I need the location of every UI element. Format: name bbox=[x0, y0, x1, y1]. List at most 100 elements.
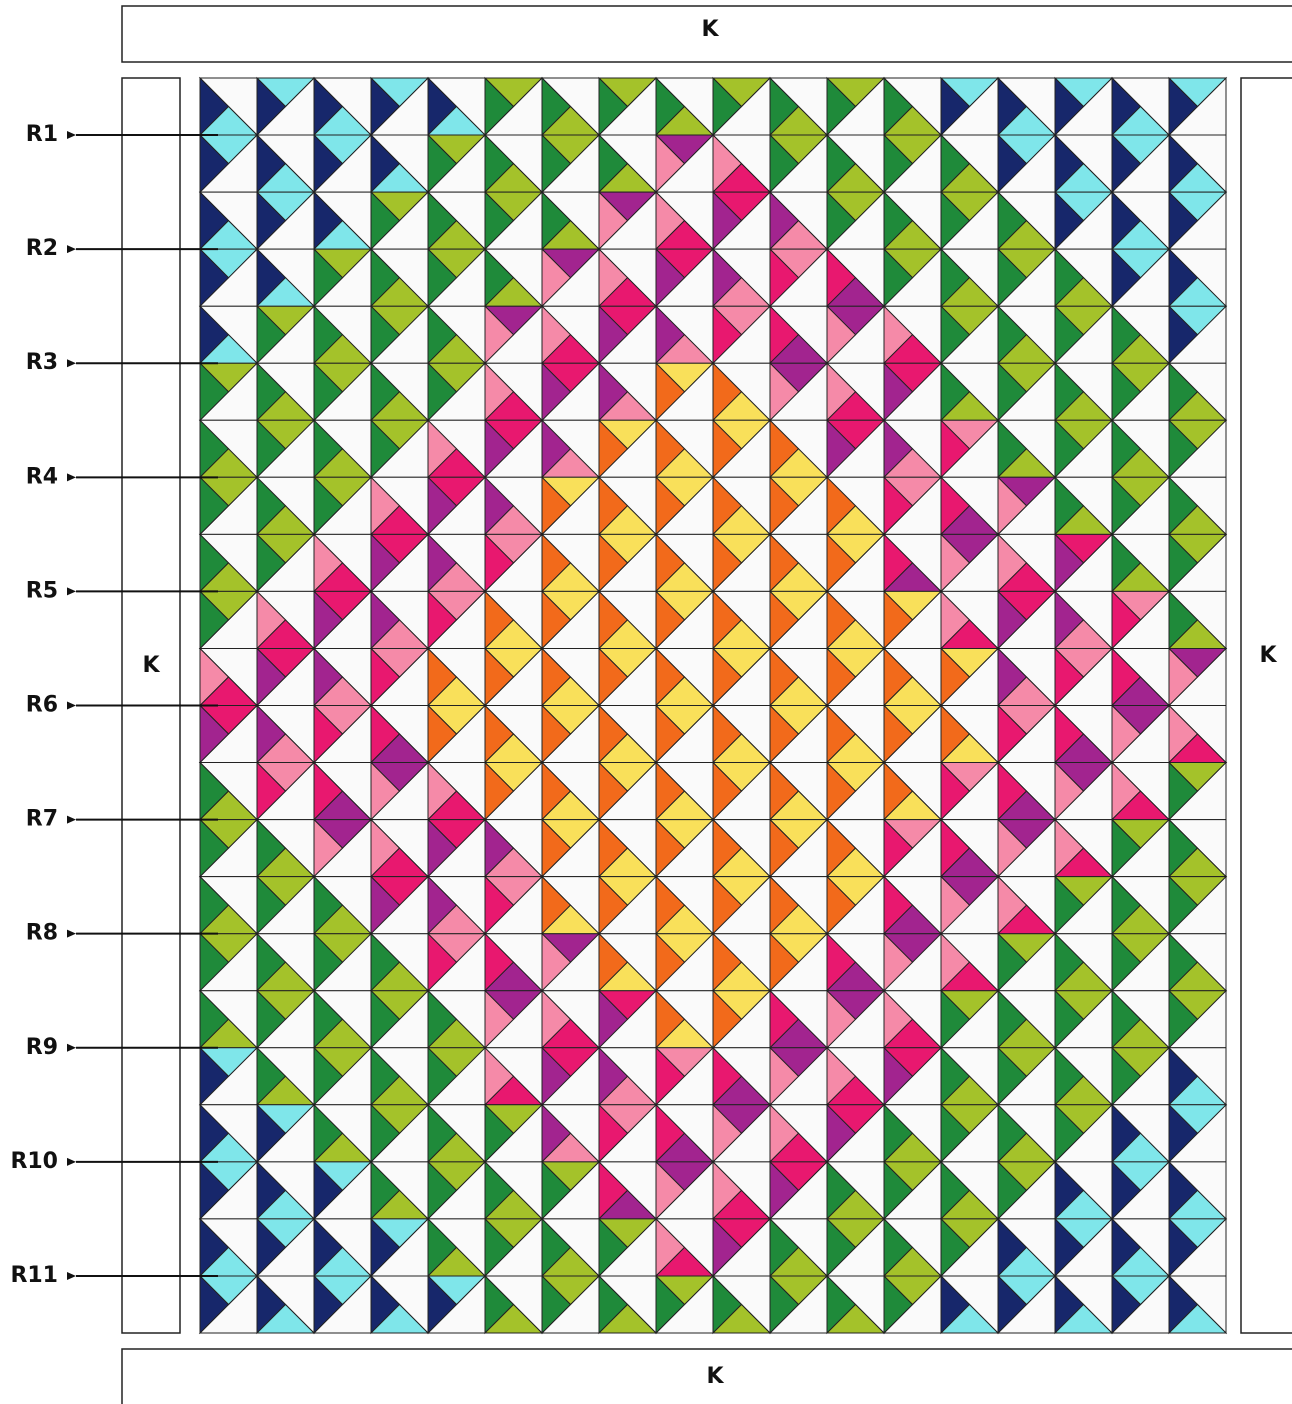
color-triangle bbox=[826, 1217, 857, 1278]
color-triangle bbox=[712, 190, 743, 251]
row-label: R4 bbox=[26, 464, 58, 489]
color-triangle bbox=[598, 419, 629, 479]
color-triangle bbox=[199, 247, 230, 308]
color-triangle bbox=[655, 476, 686, 536]
color-triangle bbox=[826, 304, 857, 365]
color-triangle bbox=[997, 133, 1028, 194]
row-label: R8 bbox=[26, 921, 58, 946]
color-triangle bbox=[541, 476, 572, 536]
color-triangle bbox=[1054, 304, 1085, 365]
color-triangle bbox=[1111, 1046, 1142, 1107]
right-border bbox=[1240, 77, 1292, 1334]
color-triangle bbox=[769, 247, 800, 308]
row-label: R5 bbox=[26, 578, 58, 603]
color-triangle bbox=[769, 361, 800, 422]
color-triangle bbox=[712, 76, 743, 137]
color-triangle bbox=[484, 533, 515, 593]
color-triangle bbox=[313, 818, 344, 878]
color-triangle bbox=[712, 304, 743, 365]
color-triangle bbox=[1054, 875, 1085, 935]
color-triangle bbox=[598, 989, 629, 1050]
color-triangle bbox=[997, 247, 1028, 308]
color-triangle bbox=[1054, 533, 1085, 593]
color-triangle bbox=[256, 304, 287, 365]
color-triangle bbox=[1054, 76, 1085, 137]
color-triangle bbox=[313, 1046, 344, 1107]
bottom-border bbox=[121, 1348, 1292, 1404]
color-triangle bbox=[597, 1303, 658, 1334]
color-triangle bbox=[598, 1217, 629, 1278]
bottom-border-label: K bbox=[706, 1364, 724, 1389]
color-triangle bbox=[712, 1217, 743, 1278]
color-triangle bbox=[199, 1046, 230, 1107]
color-triangle bbox=[883, 1274, 914, 1335]
color-triangle bbox=[940, 647, 971, 707]
color-triangle bbox=[1168, 989, 1199, 1050]
color-triangle bbox=[1054, 190, 1085, 251]
color-triangle bbox=[883, 361, 914, 422]
color-triangle bbox=[541, 133, 572, 194]
row-label: R10 bbox=[10, 1149, 58, 1174]
color-triangle bbox=[199, 133, 230, 194]
color-triangle bbox=[769, 704, 800, 764]
color-triangle bbox=[826, 989, 857, 1050]
color-triangle bbox=[1168, 304, 1199, 365]
color-triangle bbox=[1111, 361, 1142, 422]
color-triangle bbox=[655, 932, 686, 992]
color-triangle bbox=[199, 704, 230, 764]
color-triangle bbox=[997, 590, 1028, 650]
color-triangle bbox=[940, 304, 971, 365]
color-triangle bbox=[826, 647, 857, 707]
color-triangle bbox=[256, 647, 287, 707]
color-triangle bbox=[199, 1160, 230, 1221]
color-triangle bbox=[769, 932, 800, 992]
color-triangle bbox=[256, 533, 287, 593]
color-triangle bbox=[256, 419, 287, 479]
color-triangle bbox=[655, 704, 686, 764]
color-triangle bbox=[484, 647, 515, 707]
color-triangle bbox=[769, 1046, 800, 1107]
color-triangle bbox=[256, 76, 287, 137]
color-triangle bbox=[199, 361, 230, 422]
color-triangle bbox=[370, 1217, 401, 1278]
color-triangle bbox=[1168, 190, 1199, 251]
color-triangle bbox=[1168, 875, 1199, 935]
color-triangle bbox=[370, 419, 401, 479]
color-triangle bbox=[598, 1103, 629, 1164]
color-triangle bbox=[1111, 133, 1142, 194]
color-triangle bbox=[883, 818, 914, 878]
color-triangle bbox=[484, 419, 515, 479]
color-triangle bbox=[1111, 476, 1142, 536]
color-triangle bbox=[598, 761, 629, 821]
color-triangle bbox=[370, 989, 401, 1050]
color-triangle bbox=[369, 1303, 430, 1334]
row-label: R2 bbox=[26, 236, 58, 261]
color-triangle bbox=[370, 190, 401, 251]
color-triangle bbox=[541, 1274, 572, 1335]
quilt-blocks bbox=[198, 76, 1228, 1335]
color-triangle bbox=[484, 875, 515, 935]
color-triangle bbox=[199, 590, 230, 650]
color-triangle bbox=[769, 1274, 800, 1335]
color-triangle bbox=[883, 590, 914, 650]
color-triangle bbox=[427, 1046, 458, 1107]
row-label: R6 bbox=[26, 693, 58, 718]
color-triangle bbox=[256, 761, 287, 821]
row-label: R9 bbox=[26, 1035, 58, 1060]
color-triangle bbox=[370, 304, 401, 365]
color-triangle bbox=[313, 476, 344, 536]
color-triangle bbox=[541, 590, 572, 650]
right-border-label: K bbox=[1259, 643, 1277, 668]
color-triangle bbox=[427, 476, 458, 536]
color-triangle bbox=[655, 590, 686, 650]
color-triangle bbox=[1168, 419, 1199, 479]
color-triangle bbox=[712, 419, 743, 479]
color-triangle bbox=[655, 247, 686, 308]
color-triangle bbox=[255, 1303, 316, 1334]
color-triangle bbox=[541, 361, 572, 422]
color-triangle bbox=[883, 1160, 914, 1221]
color-triangle bbox=[484, 1217, 515, 1278]
color-triangle bbox=[940, 76, 971, 137]
color-triangle bbox=[484, 989, 515, 1050]
